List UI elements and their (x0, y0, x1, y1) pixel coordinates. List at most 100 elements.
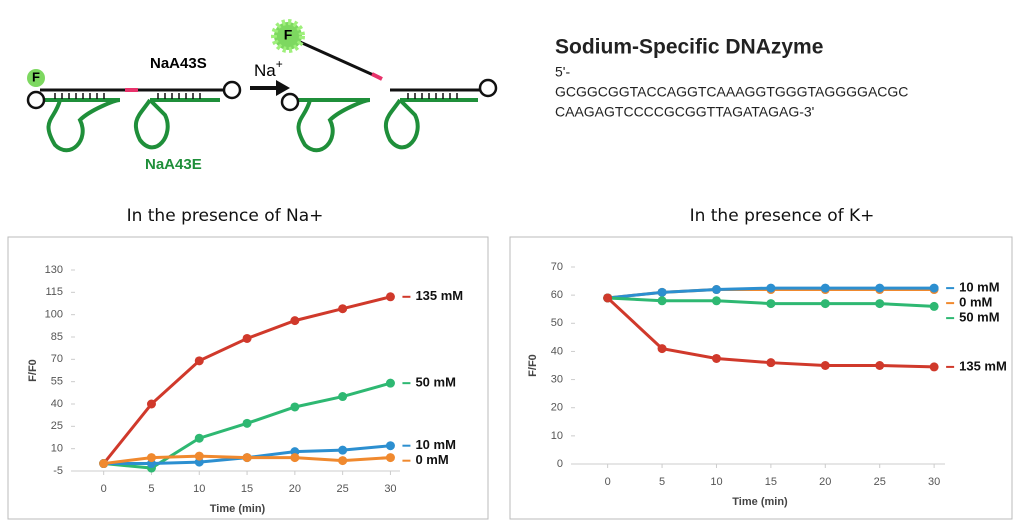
data-point (385, 441, 395, 451)
quencher (26, 90, 46, 110)
ion-charge: + (276, 57, 283, 71)
y-tick-label: 100 (45, 309, 63, 321)
y-tick-label: 25 (51, 420, 63, 432)
y-tick-label: 60 (551, 289, 563, 301)
x-tick-label: 25 (337, 483, 349, 495)
chart-frame (509, 236, 1013, 520)
y-tick-label: 50 (551, 317, 563, 329)
fluorophore-glow (271, 19, 305, 53)
x-tick-label: 20 (819, 476, 831, 488)
x-tick-label: 0 (605, 476, 611, 488)
series-label: 0 mM (959, 295, 992, 310)
y-tick-label: 130 (45, 264, 63, 276)
sequence-line: CAAGAGTCCCCGCGGTTAGATAGAG-3' (555, 104, 814, 120)
fluorophore-label: F (284, 27, 293, 43)
y-tick-label: 40 (51, 398, 63, 410)
x-tick-label: 5 (148, 483, 154, 495)
data-point (766, 299, 776, 309)
data-point (290, 453, 300, 463)
data-point (766, 358, 776, 368)
quencher (478, 78, 498, 98)
x-tick-label: 0 (101, 483, 107, 495)
data-point (603, 293, 613, 303)
data-point (657, 344, 667, 354)
data-point (290, 402, 300, 412)
data-point (820, 361, 830, 370)
data-point (657, 296, 667, 306)
data-point (820, 299, 830, 309)
enzyme-loop (46, 98, 121, 153)
x-tick-label: 25 (874, 476, 886, 488)
cleavage-end (371, 72, 383, 81)
chart: In the presence of Na+-51025405570851001… (7, 206, 489, 520)
sequence-line: GCGGCGGTACCAGGTCAAAGGTGGGTAGGGGACGC (555, 84, 908, 100)
data-point (194, 451, 204, 461)
data-point (242, 333, 252, 343)
data-point (99, 459, 109, 469)
data-point (242, 418, 252, 428)
x-tick-label: 10 (193, 483, 205, 495)
series-label: 135 mM (415, 288, 463, 303)
ion-label: Na+ (254, 57, 283, 80)
y-tick-label: 55 (51, 376, 63, 388)
y-tick-label: 20 (551, 402, 563, 414)
y-axis-title: F/F0 (27, 359, 39, 382)
chart: In the presence of K+ 0 10 20 30 40 50 60 70 0 5 10… (509, 206, 1013, 520)
data-point (711, 296, 721, 306)
x-axis-title: Time (min) (732, 496, 788, 508)
data-point (338, 456, 348, 466)
substrate-label: NaA43S (150, 55, 207, 72)
fluorophore-label: F (32, 69, 40, 84)
series-label: 50 mM (415, 375, 455, 390)
data-point (385, 453, 395, 463)
y-tick-label: -5 (53, 465, 63, 477)
data-point (385, 292, 395, 302)
data-point (242, 453, 252, 463)
data-point (929, 283, 939, 293)
series-label: 135 mM (959, 358, 1007, 373)
quencher (280, 92, 300, 112)
data-point (875, 283, 885, 293)
series-label: 10 mM (415, 437, 455, 452)
enzyme-loop (296, 98, 371, 153)
y-tick-label: 30 (551, 373, 563, 385)
quencher (222, 80, 242, 100)
series-label: 0 mM (415, 452, 448, 467)
y-tick-label: 70 (51, 353, 63, 365)
y-tick-label: 70 (551, 261, 563, 273)
enzyme-loop (383, 98, 420, 150)
sequence-title: Sodium-Specific DNAzyme (555, 36, 823, 59)
ion: Na (254, 61, 276, 80)
x-tick-label: 15 (765, 476, 777, 488)
y-tick-label: 10 (551, 430, 563, 442)
data-point (146, 453, 156, 463)
y-tick-label: 40 (551, 345, 563, 357)
x-tick-label: 30 (384, 483, 396, 495)
y-tick-label: 85 (51, 331, 63, 343)
diagram: F NaA43S NaA43E Na+ F Sodium-Specific DN… (26, 19, 908, 173)
data-point (290, 316, 300, 326)
x-tick-label: 10 (710, 476, 722, 488)
data-point (194, 433, 204, 443)
base-pairs (407, 93, 458, 99)
data-point (711, 353, 721, 363)
y-tick-label: 115 (45, 286, 63, 298)
data-point (338, 445, 348, 455)
chart-title: In the presence of K+ (690, 206, 875, 226)
data-point (338, 392, 348, 402)
y-axis-title: F/F0 (527, 354, 539, 377)
data-point (820, 283, 830, 293)
enzyme-loop (133, 98, 170, 150)
y-tick-label: 0 (557, 458, 563, 470)
series-label: 50 mM (959, 310, 999, 325)
fluorophore (27, 69, 45, 87)
data-point (194, 356, 204, 366)
data-point (766, 283, 776, 293)
data-point (929, 301, 939, 311)
data-point (929, 362, 939, 372)
data-point (146, 399, 156, 409)
data-point (711, 285, 721, 295)
chart-frame (7, 236, 489, 520)
cleaved-fragment (299, 40, 381, 80)
